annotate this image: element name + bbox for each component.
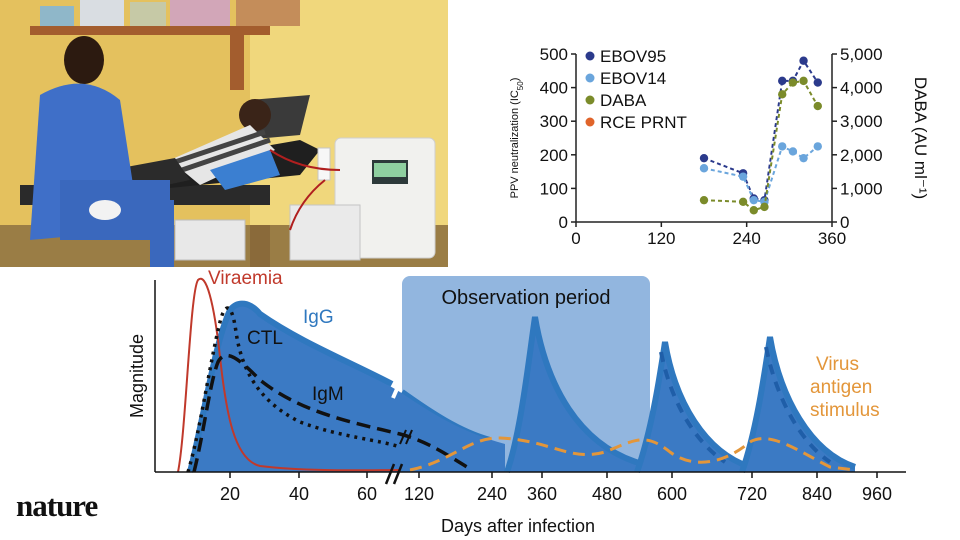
legend-label: EBOV95: [600, 47, 666, 66]
data-point-ebov14: [813, 142, 822, 151]
igg-peak-dash: [764, 346, 832, 464]
y-tick-label-left: 0: [559, 213, 568, 232]
doctor-head: [64, 36, 104, 84]
gloves: [89, 200, 121, 220]
x-tick-label: 240: [477, 484, 507, 504]
data-point-ebov95: [813, 78, 822, 87]
virus-label-line2: antigen: [810, 377, 872, 398]
x-tick-label: 360: [818, 229, 846, 248]
x-tick-label: 40: [289, 484, 309, 504]
y-tick-label-right: 3,000: [840, 112, 883, 131]
immune-response-diagram: Observation period Viraemia CTL IgM IgG Virus…: [110, 262, 910, 540]
x-axis-break: [384, 463, 396, 485]
infusion-pump: [174, 219, 246, 261]
igm-curve: [192, 353, 473, 473]
legend-marker: [585, 95, 595, 105]
virus-label-line1: Virus: [816, 354, 859, 375]
wall-shelf: [30, 26, 270, 35]
y-tick-label-left: 200: [540, 146, 568, 165]
data-point-ebov95: [799, 56, 808, 65]
legend-label: DABA: [600, 91, 647, 110]
data-point-daba: [699, 195, 709, 205]
igg-curve-early: [187, 300, 394, 473]
x-tick-label: 120: [404, 484, 434, 504]
data-point-ebov14: [749, 195, 758, 205]
data-point-daba: [788, 78, 798, 87]
x-axis-label: Days after infection: [441, 516, 595, 536]
x-tick-label: 600: [657, 484, 687, 504]
series-line-ebov95: [703, 58, 819, 202]
legend-marker: [585, 117, 595, 127]
data-point-daba: [760, 202, 769, 212]
data-point-ebov14: [699, 164, 709, 173]
igg-label: IgG: [303, 307, 334, 328]
y-tick-label-right: 5,000: [840, 45, 883, 64]
legend-label: EBOV14: [600, 69, 666, 88]
y-tick-label-right: 1,000: [840, 179, 883, 198]
igg-peak-curve: [504, 316, 656, 473]
x-tick-label: 480: [592, 484, 622, 504]
y-tick-label-left: 500: [540, 45, 568, 64]
viraemia-label: Viraemia: [208, 268, 283, 289]
patient-head: [239, 99, 271, 131]
data-point-ebov14: [738, 172, 748, 181]
y-axis-label: Magnitude: [127, 334, 147, 418]
x-tick-label: 840: [802, 484, 832, 504]
series-line-ebov14: [703, 145, 819, 203]
igg-area-mid: [400, 392, 505, 472]
data-point-daba: [749, 206, 758, 215]
x-tick-label: 960: [862, 484, 892, 504]
x-tick-label: 20: [220, 484, 240, 504]
igg-peak-curve: [634, 341, 751, 473]
y-tick-label-left: 100: [540, 179, 568, 198]
x-axis-break: [392, 463, 404, 485]
x-tick-label: 0: [571, 229, 580, 248]
nature-logo: nature: [16, 488, 98, 523]
x-tick-label: 360: [527, 484, 557, 504]
data-point-ebov95: [778, 76, 787, 86]
data-point-ebov14: [788, 147, 798, 156]
cushion: [210, 150, 280, 190]
x-tick-label: 60: [357, 484, 377, 504]
axis-break-mark: [399, 429, 407, 445]
data-point-ebov14: [778, 142, 787, 151]
data-point-daba: [738, 197, 748, 207]
y-tick-label-left: 300: [540, 112, 568, 131]
y-tick-label-right: 0: [840, 213, 849, 232]
data-point-daba: [813, 101, 822, 111]
y-axis-label-left: PPV neutralization (IC50): [509, 78, 525, 199]
y-tick-label-right: 2,000: [840, 146, 883, 165]
virus-antigen-curve: [409, 436, 856, 472]
neutralization-chart: 0 100 200 300 400 500 0 1,000 2,000 3,000 4,000 5,0…: [470, 40, 930, 255]
ctl-curve: [186, 306, 401, 473]
x-tick-label: 720: [737, 484, 767, 504]
legend-marker: [585, 73, 595, 83]
axis-break-mark: [391, 381, 402, 399]
axis-break-mark: [405, 429, 413, 445]
igm-label: IgM: [312, 384, 344, 405]
y-axis-label-right: DABA (AU ml⁻¹): [911, 77, 930, 199]
y-tick-label-left: 400: [540, 79, 568, 98]
y-tick-label-right: 4,000: [840, 79, 883, 98]
data-point-ebov14: [799, 153, 808, 163]
ctl-label: CTL: [247, 328, 283, 349]
igg-area-early: [190, 303, 400, 472]
observation-period-label: Observation period: [442, 287, 611, 309]
data-point-daba: [778, 90, 787, 99]
legend-label: RCE PRNT: [600, 113, 687, 132]
x-tick-label: 240: [732, 229, 760, 248]
igg-peak-curve: [739, 336, 856, 473]
legend-marker: [585, 51, 595, 61]
series-line-daba: [703, 79, 819, 212]
clinic-photo: [0, 0, 448, 267]
virus-label-line3: stimulus: [810, 400, 880, 421]
x-tick-label: 120: [647, 229, 675, 248]
data-point-daba: [799, 76, 808, 86]
data-point-ebov95: [699, 153, 709, 163]
